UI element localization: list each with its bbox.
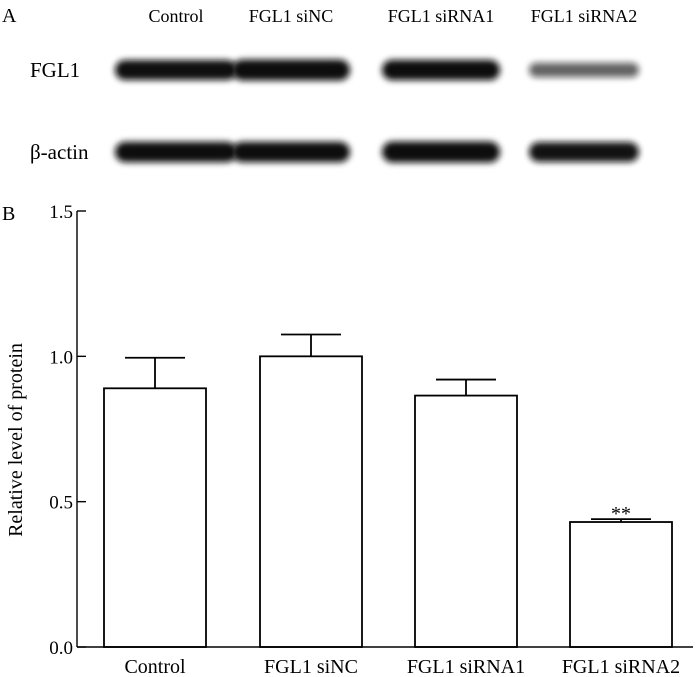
bar [103, 387, 207, 648]
bar [569, 521, 673, 648]
blot-band [232, 141, 350, 163]
blot-band [232, 59, 350, 81]
lane-label: FGL1 siRNA1 [388, 6, 495, 26]
bar-group [259, 333, 363, 648]
bar [414, 394, 518, 648]
blot-band [115, 59, 237, 81]
y-axis: 0.0 0.5 1.0 1.5 [49, 202, 86, 659]
blot-band [529, 62, 639, 78]
blot-row: FGL1 [30, 58, 639, 82]
blot-band [115, 141, 237, 163]
blot-rows: FGL1 β-actin [30, 58, 639, 164]
x-tick-label: FGL1 siRNA1 [407, 656, 525, 677]
y-tick-label: 1.0 [49, 347, 73, 368]
blot-band [382, 141, 500, 163]
significance-label: ** [611, 503, 631, 525]
bar-group [103, 356, 207, 648]
blot-row-label: β-actin [30, 140, 89, 164]
x-axis: Control FGL1 siNC FGL1 siRNA1 FGL1 siRNA2 [77, 646, 693, 677]
western-blot-panel: A Control FGL1 siNC FGL1 siRNA1 FGL1 siRNA2… [2, 5, 639, 164]
bar [259, 355, 363, 648]
x-tick-label: FGL1 siNC [264, 656, 358, 677]
y-tick-label: 1.5 [49, 202, 73, 223]
lane-label: Control [148, 6, 203, 26]
lane-labels: Control FGL1 siNC FGL1 siRNA1 FGL1 siRNA2 [148, 6, 637, 26]
panel-a-letter: A [2, 5, 17, 27]
lane-label: FGL1 siNC [249, 6, 334, 26]
y-tick-label: 0.0 [49, 638, 73, 659]
bar-chart-panel: B Relative level of protein 0.0 0.5 1.0 1.5… [2, 202, 693, 677]
blot-band [382, 59, 500, 81]
panel-b-letter: B [2, 203, 15, 225]
y-axis-label: Relative level of protein [5, 343, 27, 537]
bar-group: ** [569, 503, 673, 648]
lane-label: FGL1 siRNA2 [531, 6, 638, 26]
x-tick-label: Control [124, 656, 186, 677]
bars: ** [103, 333, 673, 648]
y-tick-label: 0.5 [49, 493, 73, 514]
blot-row-label: FGL1 [30, 58, 80, 82]
blot-row: β-actin [30, 140, 639, 164]
bar-group [414, 378, 518, 648]
x-tick-label: FGL1 siRNA2 [562, 656, 680, 677]
blot-band [529, 142, 639, 162]
